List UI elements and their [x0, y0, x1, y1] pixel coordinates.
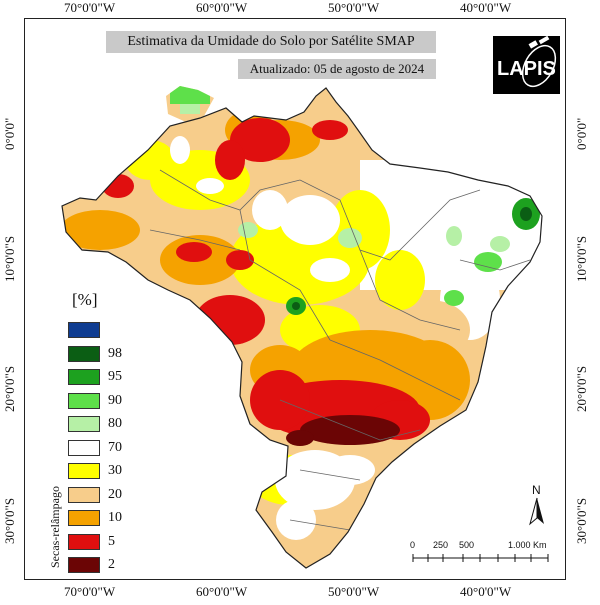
lat-label-left: 30°0'0"S	[2, 497, 17, 544]
legend-item: 2	[68, 557, 158, 575]
lon-label-bottom: 60°0'0"W	[196, 584, 248, 599]
legend-item: 70	[68, 439, 158, 458]
scale-label: 1.000 Km	[508, 540, 547, 550]
legend-item: 90	[68, 392, 158, 411]
legend-label: 30	[108, 463, 122, 478]
legend-label: 70	[108, 439, 122, 455]
legend-label: 90	[108, 392, 122, 408]
legend-swatch	[68, 463, 100, 479]
legend-swatch	[68, 533, 100, 550]
lat-label-left: 0°0'0"	[2, 117, 17, 150]
lon-label-top: 70°0'0"W	[64, 0, 116, 15]
legend-item: 30	[68, 463, 158, 481]
lon-label-top: 50°0'0"W	[328, 0, 380, 15]
legend-swatch	[68, 557, 100, 573]
map-title: Estimativa da Umidade do Solo por Satéli…	[106, 31, 436, 53]
lat-label-right: 10°0'0"S	[574, 235, 589, 282]
lon-label-bottom: 70°0'0"W	[64, 584, 116, 599]
satellite-icon	[521, 36, 557, 88]
legend-title: [%]	[72, 290, 98, 309]
lon-label-top: 60°0'0"W	[196, 0, 248, 15]
legend-item: 80	[68, 416, 158, 434]
legend-swatch	[68, 345, 100, 362]
legend-label: 2	[108, 557, 115, 572]
legend-label: 10	[108, 510, 122, 525]
north-label: N	[532, 483, 541, 497]
scale-bar: 0 250 500 1.000 Km	[408, 540, 558, 570]
lapis-logo: LAPIS	[493, 36, 560, 94]
legend-swatch	[68, 510, 100, 526]
legend-swatch	[68, 322, 100, 338]
legend-label: 80	[108, 416, 122, 431]
scale-label: 500	[459, 540, 474, 550]
legend-swatch	[68, 416, 100, 432]
lat-label-right: 30°0'0"S	[574, 497, 589, 544]
legend-label: 5	[108, 533, 115, 549]
lat-label-left: 20°0'0"S	[2, 365, 17, 412]
lon-label-bottom: 50°0'0"W	[328, 584, 380, 599]
legend-swatch	[68, 392, 100, 409]
legend-item: 98	[68, 345, 158, 364]
update-date: Atualizado: 05 de agosto de 2024	[238, 59, 436, 79]
legend-item: 5	[68, 533, 158, 552]
legend-item: 10	[68, 510, 158, 528]
lon-label-top: 40°0'0"W	[460, 0, 512, 15]
legend-item: 20	[68, 486, 158, 505]
legend-item	[68, 322, 158, 340]
lat-label-right: 20°0'0"S	[574, 365, 589, 412]
logo-text: LAPIS	[497, 58, 556, 80]
legend-swatch	[68, 369, 100, 385]
lat-label-right: 0°0'0"	[574, 117, 589, 150]
legend-label: 98	[108, 345, 122, 361]
legend-side-label: Secas-relâmpago	[48, 486, 62, 568]
legend-item: 95	[68, 369, 158, 387]
brazil-soil-moisture-map	[61, 86, 543, 569]
legend-swatch	[68, 439, 100, 456]
lon-label-bottom: 40°0'0"W	[460, 584, 512, 599]
scale-label: 0	[410, 540, 415, 550]
legend-label: 95	[108, 369, 122, 384]
map-frame	[24, 18, 566, 580]
scale-label: 250	[433, 540, 448, 550]
lat-label-left: 10°0'0"S	[2, 235, 17, 282]
legend-label: 20	[108, 486, 122, 502]
north-arrow: N	[526, 482, 548, 530]
legend-swatch	[68, 486, 100, 503]
